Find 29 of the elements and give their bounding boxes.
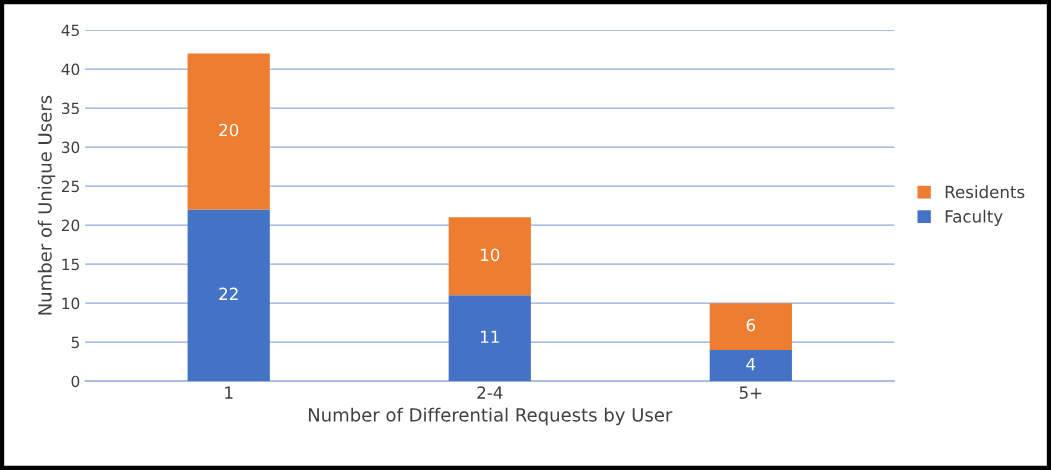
x-tick-label: 1 — [225, 386, 233, 399]
legend-label: Faculty — [945, 209, 1003, 226]
data-label: 4 — [746, 358, 756, 371]
bar — [187, 209, 270, 382]
legend-label: Residents — [945, 185, 1025, 199]
y-tick-label: 15 — [62, 258, 79, 271]
data-label: 20 — [219, 123, 239, 137]
data-label: 6 — [746, 318, 756, 332]
bar — [187, 53, 270, 210]
y-tick-label: 45 — [61, 24, 79, 37]
bar — [709, 303, 792, 350]
data-label: 22 — [219, 287, 238, 300]
y-tick-label: 20 — [61, 219, 80, 232]
bar — [448, 217, 531, 296]
y-tick-label: 0 — [71, 375, 80, 388]
x-tick-label: 2-4 — [477, 386, 503, 399]
y-tick-label: 5 — [71, 336, 79, 349]
x-tick-label: 5+ — [739, 386, 762, 399]
y-tick-label: 25 — [61, 180, 79, 193]
x-axis-title: Number of Differential Requests by User — [308, 407, 673, 426]
data-label: 11 — [480, 330, 499, 343]
y-axis-title: Number of Unique Users — [37, 95, 56, 315]
y-tick-label: 40 — [61, 63, 80, 76]
bar — [448, 295, 531, 382]
data-label: 10 — [480, 248, 500, 262]
y-tick-label: 30 — [61, 141, 80, 154]
bar — [709, 349, 792, 382]
y-tick-label: 35 — [61, 102, 79, 115]
y-tick-label: 10 — [62, 297, 80, 310]
